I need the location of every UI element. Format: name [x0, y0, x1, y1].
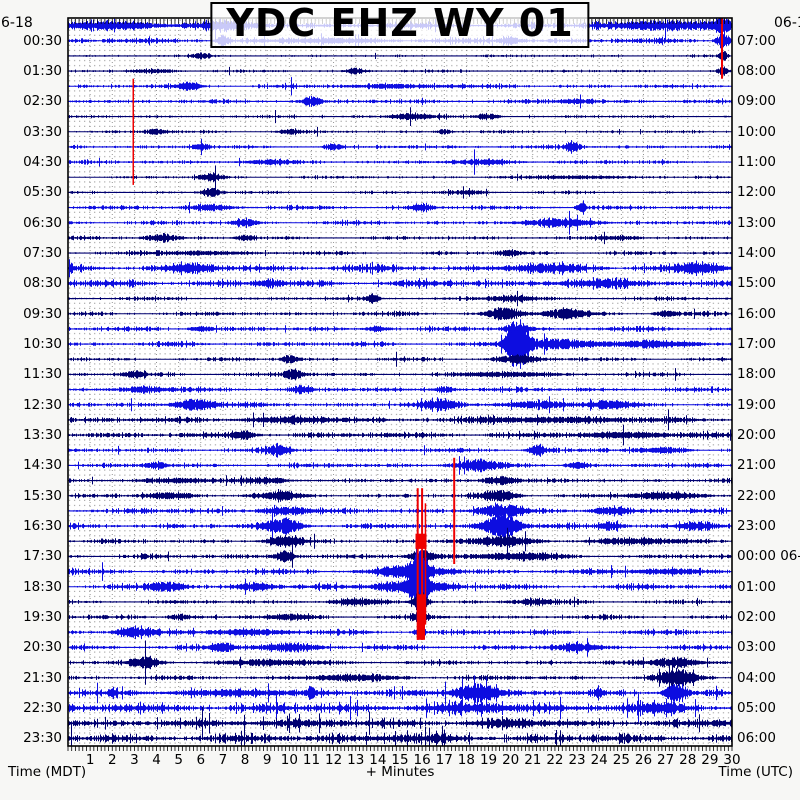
mdt-label: 11:30	[23, 366, 62, 383]
mdt-label: 05:30	[23, 184, 62, 201]
mdt-label: 14:30	[23, 457, 62, 474]
axis-title-utc: Time (UTC)	[718, 764, 793, 780]
minute-tick-label: 9	[262, 752, 272, 768]
minute-tick-label: 21	[524, 752, 542, 768]
utc-label: 02:00	[737, 609, 776, 626]
red-event-marker	[424, 503, 427, 625]
axis-title-mdt: Time (MDT)	[8, 764, 87, 780]
minute-tick-label: 29	[701, 752, 719, 768]
utc-label: 18:00	[737, 366, 776, 383]
utc-label: 09:00	[737, 93, 776, 110]
mdt-label: 01:30	[23, 63, 62, 80]
utc-label: 22:00	[737, 487, 776, 504]
station-title: YDC EHZ WY 01	[210, 2, 590, 48]
date-right: 06-1	[774, 15, 800, 31]
trace-group	[68, 18, 732, 746]
utc-label: 21:00	[737, 457, 776, 474]
minute-tick-label: 23	[568, 752, 586, 768]
minute-tick-label: 24	[590, 752, 608, 768]
mdt-label: 12:30	[23, 396, 62, 413]
red-event-marker	[421, 488, 424, 640]
mdt-label: 15:30	[23, 487, 62, 504]
utc-label: 03:00	[737, 639, 776, 656]
minute-tick-label: 2	[107, 752, 117, 768]
minute-tick-label: 10	[280, 752, 298, 768]
mdt-label: 19:30	[23, 609, 62, 626]
utc-label: 23:00	[737, 518, 776, 535]
mdt-label: 10:30	[23, 336, 62, 353]
minute-tick-label: 7	[218, 752, 228, 768]
mdt-label: 06:30	[23, 214, 62, 231]
event-marker-group	[132, 18, 723, 640]
minute-tick-label: 3	[130, 752, 139, 768]
minute-tick-label: 15	[391, 752, 409, 768]
minute-tick-label: 26	[634, 752, 653, 768]
mdt-label: 03:30	[23, 123, 62, 140]
axis-title-minutes: + Minutes	[365, 764, 435, 780]
utc-label: 01:00	[737, 578, 776, 595]
red-event-marker	[453, 457, 456, 564]
utc-label: 11:00	[737, 154, 776, 171]
utc-label: 12:00	[737, 184, 776, 201]
utc-label: 15:00	[737, 275, 776, 292]
minute-tick-label: 30	[723, 752, 741, 768]
utc-label: 19:00	[737, 396, 776, 413]
utc-label: 14:00	[737, 245, 776, 262]
utc-label: 04:00	[737, 669, 776, 686]
mdt-label: 09:30	[23, 305, 62, 322]
mdt-label: 20:30	[23, 639, 62, 656]
mdt-label: 23:30	[23, 730, 62, 747]
minute-tick-label: 14	[369, 752, 387, 768]
minute-tick-label: 20	[502, 752, 520, 768]
mdt-label: 22:30	[23, 700, 62, 717]
minute-tick-label: 12	[325, 752, 343, 768]
minute-tick-label: 22	[546, 752, 564, 768]
minute-tick-label: 6	[196, 752, 206, 768]
mdt-label: 18:30	[23, 578, 62, 595]
minute-tick-label: 27	[657, 752, 675, 768]
minute-tick-label: 8	[240, 752, 250, 768]
minute-tick-label: 25	[612, 752, 630, 768]
minute-tick-label: 17	[435, 752, 453, 768]
mdt-label: 16:30	[23, 518, 62, 535]
mdt-label: 13:30	[23, 427, 62, 444]
red-event-marker	[416, 488, 419, 640]
utc-label: 00:00 06-19	[737, 548, 800, 565]
minute-tick-label: 11	[302, 752, 321, 768]
minute-tick-label: 28	[679, 752, 697, 768]
minute-tick-label: 19	[479, 752, 498, 768]
minute-tick-label: 18	[457, 752, 475, 768]
date-left: 6-18	[1, 15, 33, 31]
utc-label: 07:00	[737, 32, 776, 49]
minute-tick-label: 4	[152, 752, 161, 768]
utc-label: 06:00	[737, 730, 776, 747]
red-event-marker	[132, 78, 134, 185]
mdt-label: 07:30	[23, 245, 62, 262]
mdt-label: 04:30	[23, 154, 62, 171]
minute-tick-label: 16	[413, 752, 431, 768]
red-event-marker	[415, 533, 427, 549]
mdt-label: 00:30	[23, 32, 62, 49]
utc-label: 17:00	[737, 336, 776, 353]
utc-label: 20:00	[737, 427, 776, 444]
red-event-marker	[721, 18, 723, 79]
mdt-label: 02:30	[23, 93, 62, 110]
minute-tick-label: 1	[85, 752, 95, 768]
utc-label: 16:00	[737, 305, 776, 322]
utc-label: 13:00	[737, 214, 776, 231]
utc-label: 05:00	[737, 700, 776, 717]
mdt-label: 08:30	[23, 275, 62, 292]
minute-tick-label: 13	[347, 752, 365, 768]
red-event-marker	[417, 594, 425, 640]
mdt-label: 21:30	[23, 669, 62, 686]
utc-label: 10:00	[737, 123, 776, 140]
mdt-label: 17:30	[23, 548, 62, 565]
utc-label: 08:00	[737, 63, 776, 80]
minute-tick-label: 5	[174, 752, 183, 768]
